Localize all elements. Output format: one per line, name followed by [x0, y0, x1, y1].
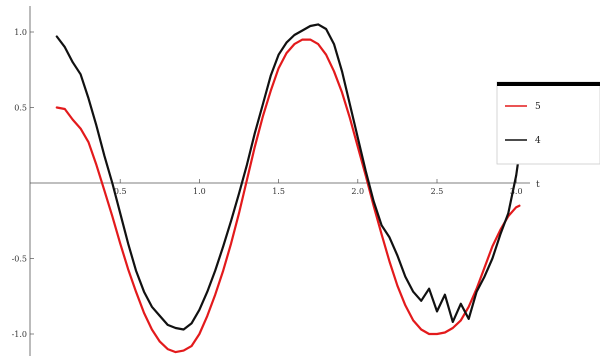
legend-label-4: 4	[535, 136, 541, 146]
x-tick-label: 2.0	[351, 187, 364, 196]
x-tick-label: 1.0	[193, 187, 206, 196]
legend: 54	[496, 81, 600, 165]
series-line-5	[55, 38, 521, 354]
legend-box	[496, 81, 600, 165]
x-axis-title: t	[536, 180, 540, 190]
y-tick-label: -0.5	[12, 255, 27, 264]
x-tick-label: 3.0	[510, 187, 523, 196]
x-tick-label: 2.5	[431, 187, 444, 196]
series-line-4	[55, 23, 521, 331]
y-tick-label: 1.0	[14, 28, 27, 37]
legend-top-bar	[497, 82, 600, 86]
x-tick-label: 1.5	[272, 187, 285, 196]
y-tick-label: 0.5	[14, 104, 27, 113]
axes: 0.5 1.0 1.5 2.0 2.5 3.0 1.0 0.5 -0.5 -1.0 t	[12, 6, 540, 356]
series-layer	[55, 23, 521, 354]
y-tick-label: -1.0	[12, 330, 27, 339]
x-tick-label: 0.5	[114, 187, 127, 196]
legend-label-5: 5	[535, 102, 541, 112]
